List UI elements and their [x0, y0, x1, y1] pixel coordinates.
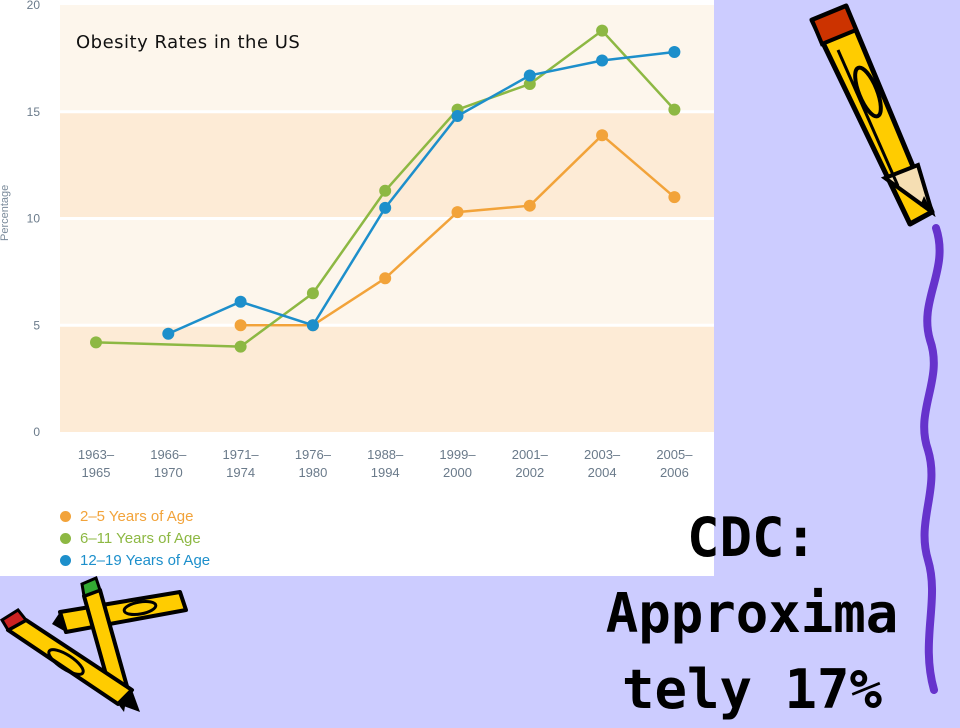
data-point-series-1 — [306, 287, 319, 300]
data-point-series-2 — [162, 327, 175, 340]
x-tick-label: 1980 — [298, 465, 327, 480]
data-point-series-0 — [596, 129, 609, 142]
data-point-series-0 — [668, 191, 681, 204]
legend-item-12-19: 12–19 Years of Age — [60, 549, 210, 571]
x-tick-label: 2000 — [443, 465, 472, 480]
legend-marker-12-19 — [60, 554, 71, 566]
x-tick-label: 1988– — [367, 447, 404, 462]
data-point-series-2 — [596, 54, 609, 67]
legend: 2–5 Years of Age 6–11 Years of Age 12–19… — [60, 505, 210, 571]
chart-panel: 0 5 10 15 20 1963– 1965 1966– 1970 1971– 1974 1976–… — [0, 0, 714, 576]
data-point-series-1 — [379, 184, 392, 197]
data-point-series-0 — [379, 272, 392, 285]
data-point-series-1 — [668, 103, 681, 116]
pencil-small-icon-2 — [80, 575, 130, 712]
x-tick-label: 2004 — [588, 465, 617, 480]
data-point-series-1 — [90, 336, 102, 349]
y-tick-label: 10 — [27, 212, 41, 226]
y-tick-label: 15 — [27, 105, 41, 119]
legend-marker-6-11 — [60, 532, 71, 544]
data-point-series-2 — [451, 110, 464, 123]
pencil-small-icon-1 — [52, 590, 188, 634]
data-point-series-2 — [306, 319, 319, 332]
data-point-series-0 — [234, 319, 247, 332]
legend-label-12-19: 12–19 Years of Age — [80, 551, 211, 569]
caption-text: CDC: Approxima tely 17% — [562, 500, 942, 728]
data-point-series-2 — [234, 295, 247, 308]
caption-line-3: tely 17% — [621, 658, 883, 721]
data-point-series-1 — [234, 340, 247, 353]
series-line-2 — [167, 50, 675, 335]
y-tick-label: 20 — [27, 0, 41, 12]
x-tick-label: 1971– — [223, 447, 260, 462]
x-tick-label: 2005– — [656, 447, 693, 462]
caption-line-1: CDC: — [686, 506, 818, 569]
legend-label-6-11: 6–11 Years of Age — [80, 529, 201, 547]
chart-title: Obesity Rates in the US — [76, 32, 301, 53]
x-tick-label: 2003– — [584, 447, 621, 462]
x-tick-label: 1999– — [439, 447, 476, 462]
x-tick-label: 1970 — [154, 465, 183, 480]
y-axis-label: Percentage — [0, 184, 11, 241]
x-tick-label: 2006 — [660, 465, 689, 480]
data-point-series-2 — [379, 201, 392, 214]
legend-item-2-5: 2–5 Years of Age — [60, 505, 210, 527]
caption-line-2: Approxima — [605, 582, 899, 645]
legend-item-6-11: 6–11 Years of Age — [60, 527, 210, 549]
x-tick-label: 1963– — [78, 447, 115, 462]
legend-marker-2-5 — [60, 510, 71, 522]
plot-band — [60, 111, 714, 219]
x-tick-label: 1974 — [226, 465, 255, 480]
pencil-large-icon — [809, 3, 936, 227]
line-chart: 0 5 10 15 20 1963– 1965 1966– 1970 1971– 1974 1976–… — [27, 0, 714, 480]
plot-band — [60, 218, 714, 326]
x-tick-label: 1966– — [150, 447, 187, 462]
legend-label-2-5: 2–5 Years of Age — [80, 507, 194, 525]
y-tick-label: 5 — [33, 318, 40, 332]
x-tick-label: 1994 — [371, 465, 400, 480]
x-tick-label: 2001– — [512, 447, 549, 462]
x-tick-label: 1965 — [82, 465, 111, 480]
data-point-series-1 — [596, 24, 609, 37]
y-tick-label: 0 — [33, 425, 40, 439]
data-point-series-0 — [523, 199, 536, 212]
x-tick-label: 2002 — [515, 465, 544, 480]
pencil-small-icon-3 — [0, 608, 140, 712]
series-line-1 — [95, 28, 676, 348]
data-point-series-0 — [451, 206, 464, 219]
x-tick-label: 1976– — [295, 447, 332, 462]
data-point-series-2 — [668, 45, 681, 58]
plot-band — [60, 325, 714, 432]
data-point-series-1 — [523, 77, 536, 90]
data-point-series-2 — [523, 69, 536, 82]
